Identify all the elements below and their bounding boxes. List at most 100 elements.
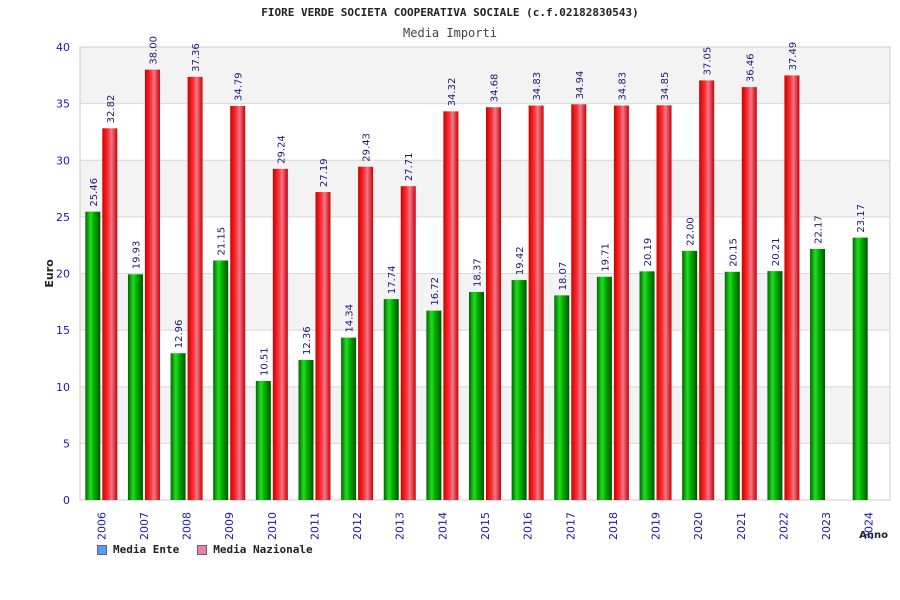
x-tick-label: 2023	[820, 512, 833, 540]
data-label-media-nazionale: 34.79	[234, 72, 245, 101]
bars-layer	[85, 69, 868, 501]
x-tick-label: 2006	[95, 512, 108, 540]
bar-media-ente	[298, 360, 314, 500]
bar-media-ente	[511, 280, 527, 500]
bar-media-ente	[639, 271, 655, 500]
bar-media-nazionale	[102, 128, 118, 500]
data-label-media-ente: 19.42	[515, 246, 526, 275]
bar-media-nazionale	[486, 107, 501, 501]
bar-media-nazionale	[571, 104, 587, 500]
axis-layer: 0 5 10 15 20 25 30 35 40 Euro Anno 2006 2007 2008 2009…	[43, 41, 888, 540]
x-tick-label: 2017	[564, 512, 577, 540]
x-tick-label: 2013	[394, 512, 407, 540]
bar-media-nazionale	[187, 76, 203, 500]
bar-media-ente	[724, 271, 740, 500]
x-tick-label: 2018	[607, 512, 620, 540]
x-tick-label: 2015	[479, 512, 492, 540]
data-label-media-nazionale: 34.32	[447, 78, 458, 107]
x-tick-label: 2020	[692, 512, 705, 540]
bar-media-ente	[213, 260, 229, 500]
bar-media-ente	[383, 299, 399, 500]
bar-media-ente	[852, 237, 868, 501]
bar-media-ente	[682, 250, 698, 500]
y-tick-label: 40	[56, 41, 70, 54]
y-tick-label: 10	[56, 381, 70, 394]
data-label-media-nazionale: 29.24	[276, 135, 287, 164]
data-label-media-nazionale: 37.36	[191, 43, 202, 72]
bar-media-nazionale	[699, 80, 715, 500]
bar-media-ente	[341, 337, 357, 500]
bar-media-ente	[469, 291, 484, 500]
data-label-media-nazionale: 34.83	[617, 72, 628, 101]
bar-media-nazionale	[656, 105, 672, 500]
data-label-media-nazionale: 27.19	[319, 158, 330, 187]
data-label-media-nazionale: 37.49	[788, 42, 799, 71]
y-tick-label: 0	[63, 494, 70, 507]
data-label-media-ente: 19.93	[131, 241, 142, 270]
data-label-media-ente: 20.15	[728, 238, 739, 267]
plot-border	[79, 46, 891, 501]
y-tick-label: 20	[56, 268, 70, 281]
legend: Media Ente Media Nazionale	[97, 543, 313, 556]
data-label-media-ente: 14.34	[345, 304, 356, 333]
data-label-media-nazionale: 36.46	[745, 53, 756, 82]
bar-media-nazionale	[144, 69, 160, 501]
y-axis-label: Euro	[43, 259, 56, 288]
bar-media-nazionale	[315, 192, 331, 501]
data-label-media-ente: 20.19	[643, 238, 654, 267]
bar-media-nazionale	[358, 166, 374, 500]
y-tick-label: 35	[56, 98, 70, 111]
bar-media-nazionale	[230, 106, 246, 501]
bar-media-nazionale	[613, 105, 629, 501]
data-label-media-ente: 12.36	[302, 326, 313, 355]
x-tick-label: 2022	[777, 512, 790, 540]
x-tick-label: 2014	[436, 512, 449, 540]
bar-media-nazionale	[272, 168, 288, 500]
labels-layer: 25.46 19.93 12.96 21.15 10.51 12.36 14.34 17.74…	[89, 36, 867, 376]
bar-media-ente	[810, 248, 826, 500]
x-tick-label: 2007	[138, 512, 151, 540]
bar-media-nazionale	[443, 111, 459, 501]
bar-media-ente	[127, 274, 143, 500]
data-label-media-nazionale: 34.83	[532, 72, 543, 101]
x-tick-label: 2019	[650, 512, 663, 540]
chart-subtitle: Media Importi	[403, 26, 497, 40]
bar-media-ente	[426, 310, 442, 500]
x-tick-label: 2009	[223, 512, 236, 540]
data-label-media-ente: 19.71	[600, 243, 611, 272]
chart-title: FIORE VERDE SOCIETA COOPERATIVA SOCIALE …	[261, 6, 639, 19]
data-label-media-ente: 21.15	[217, 227, 228, 256]
data-label-media-nazionale: 29.43	[362, 133, 373, 162]
y-tick-label: 25	[56, 211, 70, 224]
data-label-media-nazionale: 34.94	[575, 71, 586, 100]
bar-media-nazionale	[741, 87, 757, 500]
data-label-media-nazionale: 32.82	[106, 95, 117, 124]
legend-swatch-ente	[97, 544, 107, 555]
data-label-media-ente: 12.96	[174, 320, 185, 349]
bar-media-nazionale	[528, 105, 544, 501]
data-label-media-ente: 18.07	[558, 262, 569, 291]
data-label-media-nazionale: 37.05	[703, 47, 714, 76]
x-tick-label: 2021	[735, 512, 748, 540]
data-label-media-ente: 25.46	[89, 178, 100, 207]
x-tick-label: 2012	[351, 512, 364, 540]
x-tick-label: 2010	[266, 512, 279, 540]
bar-media-ente	[596, 276, 612, 500]
x-tick-label: 2024	[863, 512, 876, 540]
bar-media-ente	[85, 211, 101, 500]
bar-media-ente	[255, 380, 271, 500]
data-label-media-ente: 22.17	[814, 215, 825, 244]
data-label-media-nazionale: 34.68	[490, 74, 501, 103]
x-tick-label: 2008	[181, 512, 194, 540]
data-label-media-ente: 22.00	[686, 217, 697, 246]
bar-media-nazionale	[400, 186, 416, 500]
data-label-media-nazionale: 38.00	[148, 36, 159, 65]
legend-swatch-nazionale	[197, 544, 208, 555]
data-label-media-nazionale: 27.71	[404, 153, 415, 182]
bar-chart: 25.46 19.93 12.96 21.15 10.51 12.36 14.34 17.74…	[43, 36, 891, 540]
data-label-media-ente: 10.51	[259, 347, 270, 376]
x-axis-label: Anno	[859, 530, 888, 540]
data-label-media-nazionale: 34.85	[660, 72, 671, 101]
legend-label-ente: Media Ente	[113, 543, 180, 556]
y-tick-label: 15	[56, 324, 70, 337]
